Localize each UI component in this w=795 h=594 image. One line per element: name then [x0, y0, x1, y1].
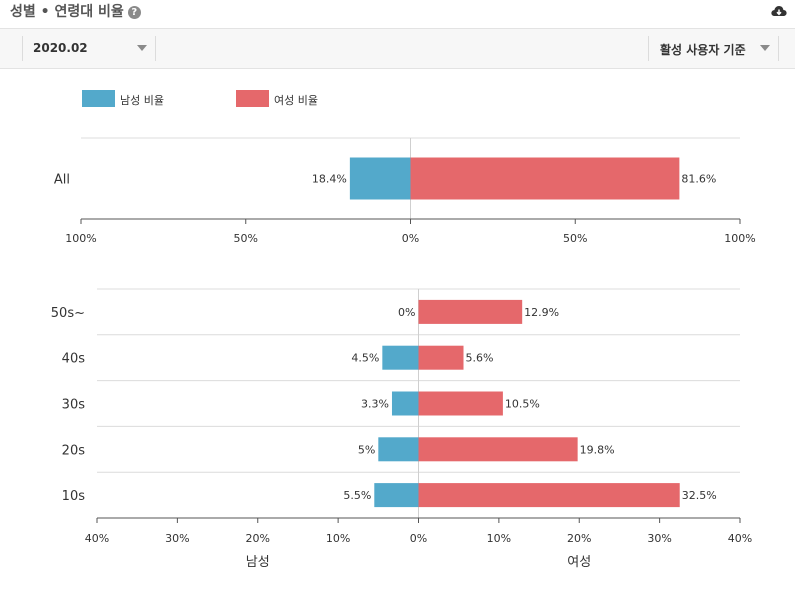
x-tick-label: 50%	[563, 232, 587, 245]
bar-male	[391, 391, 419, 416]
data-label-female: 19.8%	[580, 443, 615, 456]
data-label-female: 32.5%	[682, 489, 717, 502]
x-tick-label: 30%	[165, 532, 189, 545]
filter-bar: 2020.02 활성 사용자 기준	[0, 29, 795, 69]
x-tick-label: 0%	[410, 532, 427, 545]
bar-male	[378, 437, 419, 462]
basis-select[interactable]: 활성 사용자 기준	[648, 36, 779, 61]
x-tick-label: 20%	[246, 532, 270, 545]
question-circle-icon[interactable]: ?	[127, 6, 141, 19]
data-label-male: 4.5%	[351, 352, 379, 365]
side-label-female: 여성	[567, 555, 591, 570]
category-label: 20s	[62, 443, 86, 458]
legend-label-male: 남성 비율	[120, 94, 164, 107]
date-select-value: 2020.02	[33, 41, 88, 55]
x-tick-label: 10%	[487, 532, 511, 545]
legend-label-female: 여성 비율	[274, 94, 318, 107]
category-label: 50s~	[51, 306, 85, 321]
x-tick-label: 30%	[647, 532, 671, 545]
x-tick-label: 40%	[728, 532, 752, 545]
category-label: All	[54, 173, 70, 188]
bar-female	[418, 345, 464, 370]
category-label: 30s	[62, 398, 86, 413]
basis-select-value: 활성 사용자 기준	[660, 43, 746, 57]
cloud-download-icon[interactable]	[771, 4, 787, 23]
bar-female	[410, 157, 680, 200]
bar-male	[382, 345, 419, 370]
data-label-female: 12.9%	[524, 306, 559, 319]
data-label-male: 18.4%	[312, 173, 347, 186]
x-tick-label: 20%	[567, 532, 591, 545]
date-select[interactable]: 2020.02	[22, 36, 156, 61]
data-label-male: 0%	[398, 306, 415, 319]
chevron-down-icon	[137, 45, 147, 51]
bar-female	[418, 391, 503, 416]
x-tick-label: 100%	[65, 232, 96, 245]
chevron-down-icon	[760, 45, 770, 51]
widget-title: 성별 • 연령대 비율?	[10, 1, 141, 21]
x-tick-label: 0%	[402, 232, 419, 245]
legend-swatch-male	[82, 90, 115, 107]
bar-male	[349, 157, 411, 200]
legend-swatch-female	[236, 90, 269, 107]
bar-male	[374, 483, 419, 508]
x-tick-label: 50%	[234, 232, 258, 245]
category-label: 40s	[62, 352, 86, 367]
category-label: 10s	[62, 489, 86, 504]
data-label-female: 5.6%	[466, 352, 494, 365]
side-label-male: 남성	[246, 555, 270, 570]
data-label-male: 5.5%	[343, 489, 371, 502]
bar-female	[418, 299, 523, 324]
x-tick-label: 10%	[326, 532, 350, 545]
widget-header: 성별 • 연령대 비율?	[0, 0, 795, 29]
x-tick-label: 40%	[85, 532, 109, 545]
data-label-female: 81.6%	[681, 173, 716, 186]
data-label-male: 3.3%	[361, 398, 389, 411]
bar-female	[418, 437, 578, 462]
data-label-female: 10.5%	[505, 398, 540, 411]
widget-title-text: 성별 • 연령대 비율	[10, 4, 124, 20]
bar-female	[418, 483, 680, 508]
x-tick-label: 100%	[724, 232, 755, 245]
data-label-male: 5%	[358, 443, 375, 456]
